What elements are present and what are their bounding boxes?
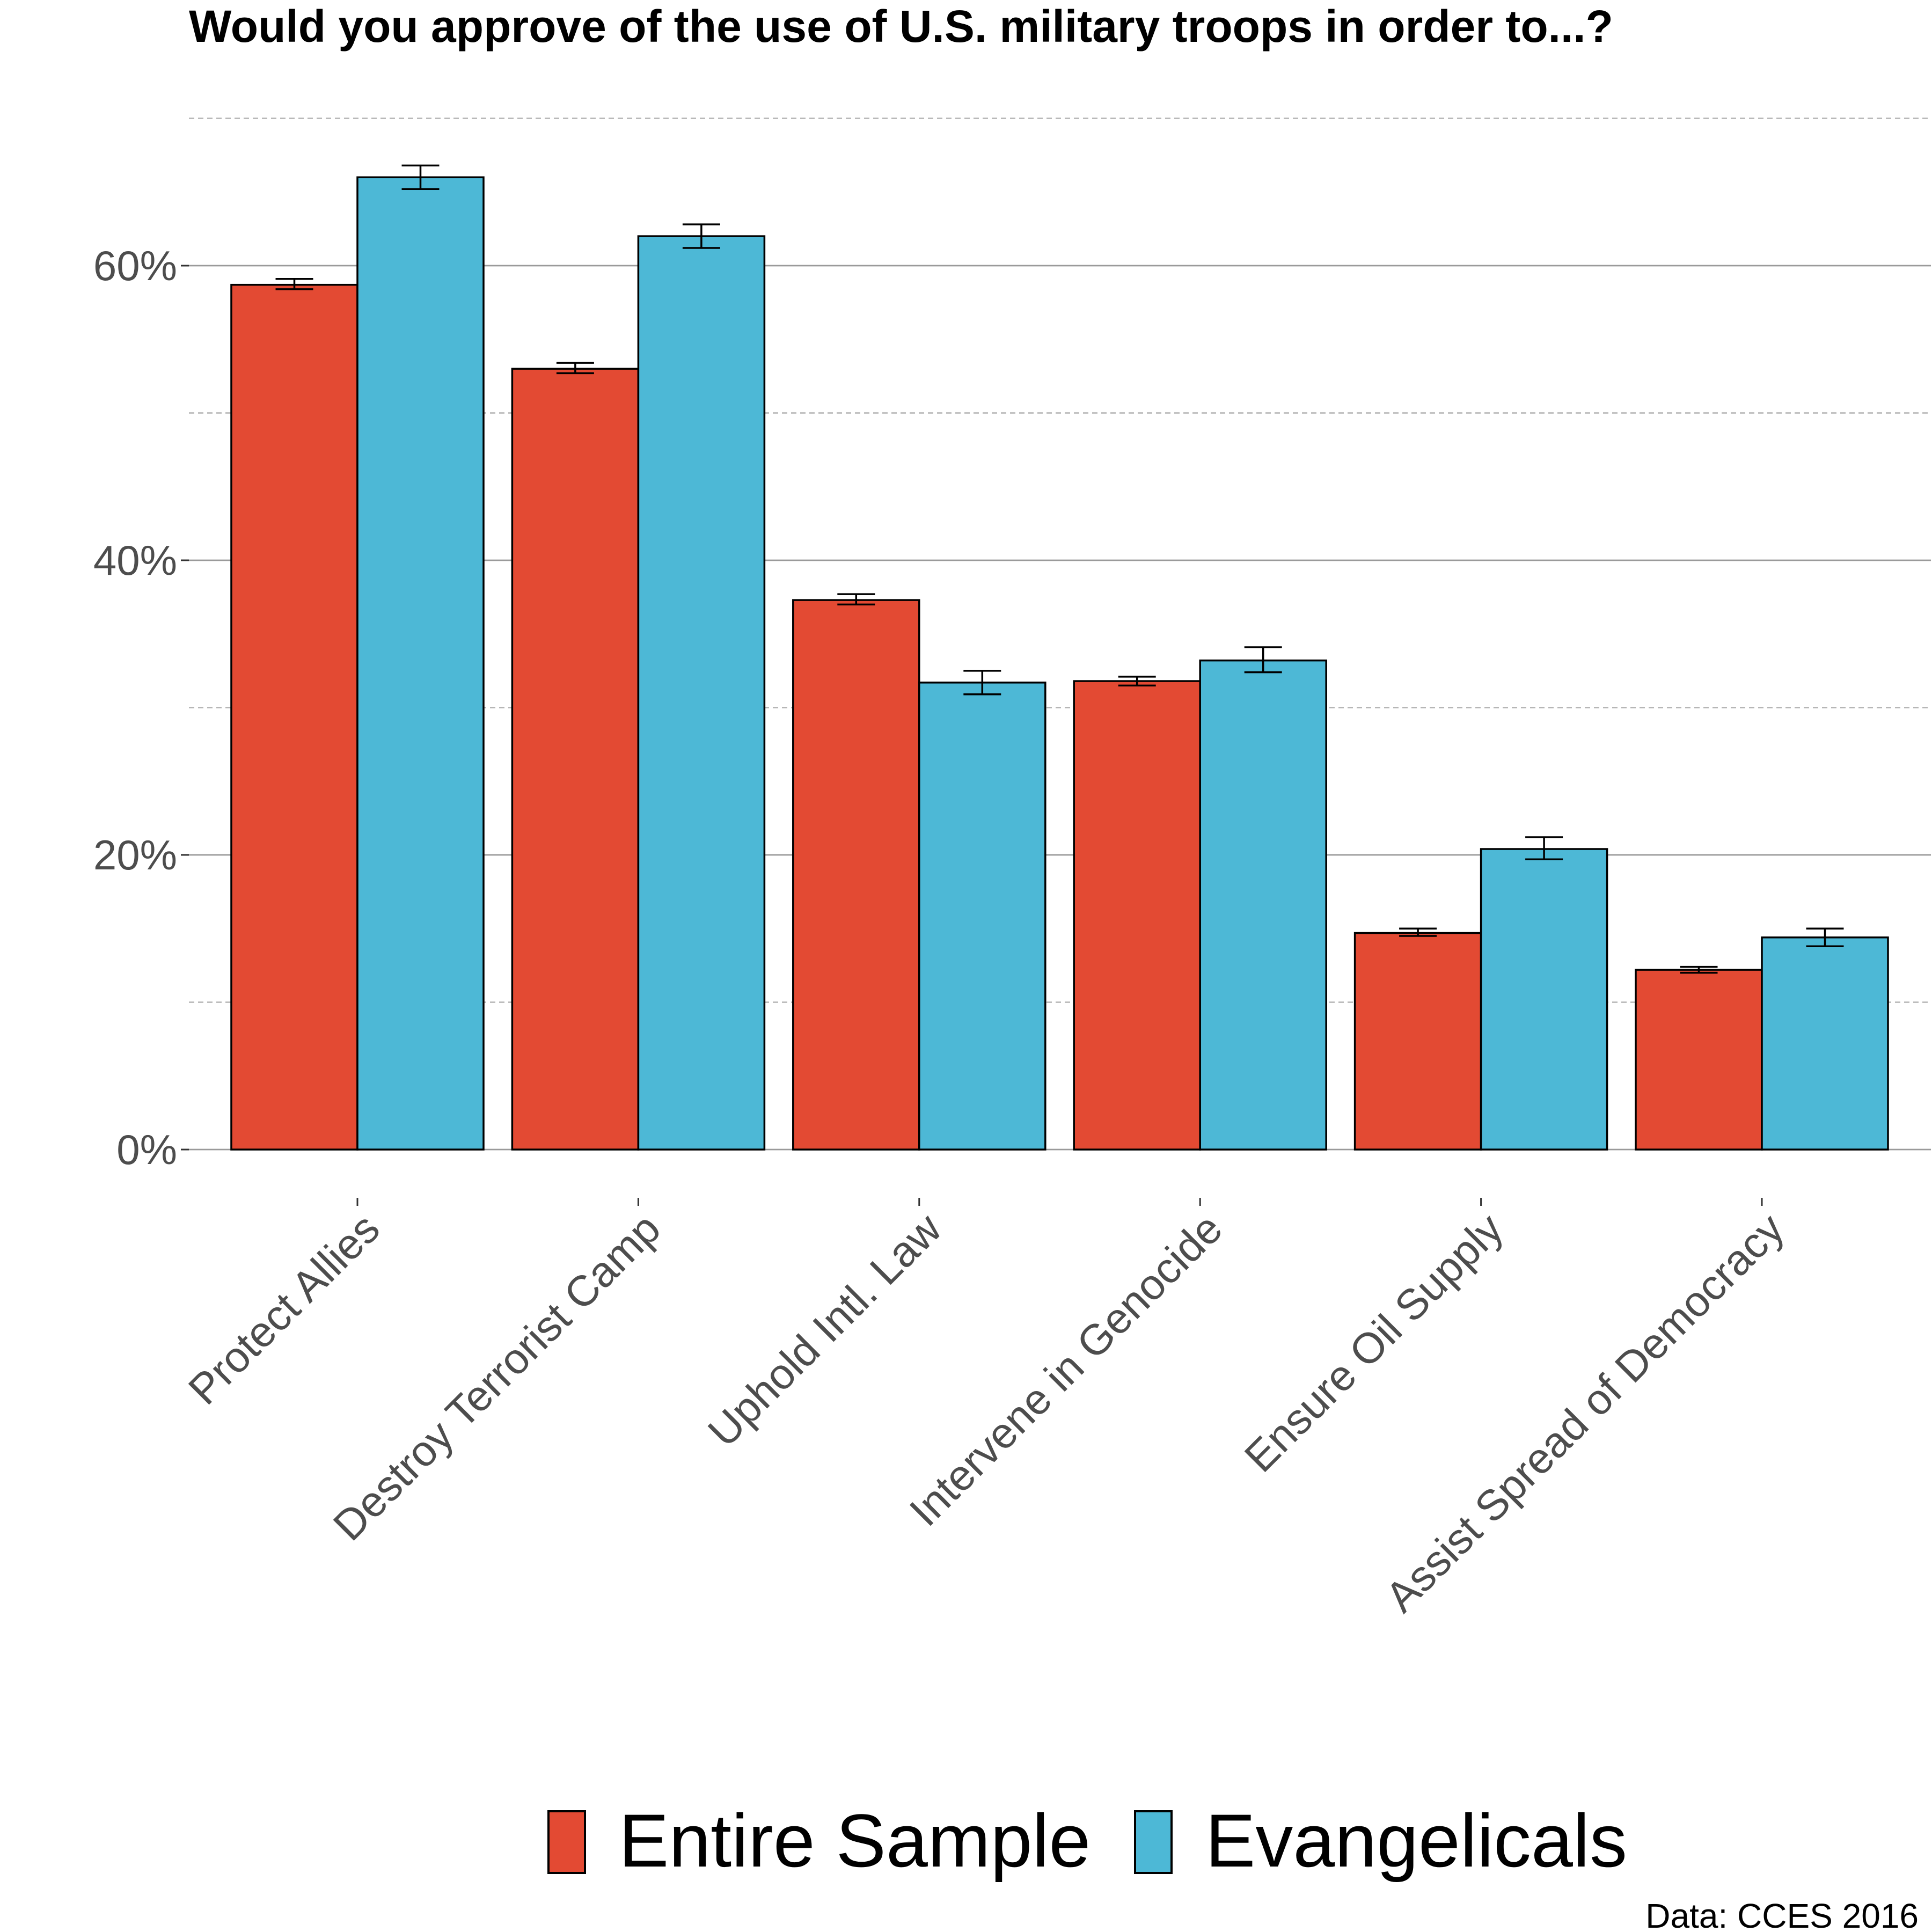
legend-key-entire-sample	[548, 1811, 585, 1873]
chart-caption: Data: CCES 2016	[1645, 1897, 1919, 1932]
x-tick-label: Destroy Terrorist Camp	[324, 1204, 669, 1549]
bar-evangelicals	[1200, 661, 1326, 1150]
legend-key-evangelicals	[1135, 1811, 1172, 1873]
bar-entire-sample	[793, 600, 919, 1150]
chart-title: Would you approve of the use of U.S. mil…	[189, 1, 1613, 52]
bar-entire-sample	[1355, 933, 1481, 1150]
legend-label: Evangelicals	[1205, 1798, 1627, 1883]
bar-evangelicals	[919, 683, 1045, 1150]
x-tick-label: Ensure Oil Supply	[1235, 1204, 1512, 1481]
legend-label: Entire Sample	[619, 1798, 1091, 1883]
legend: Entire Sample Evangelicals	[548, 1798, 1627, 1883]
x-tick-label: Protect Allies	[179, 1204, 389, 1414]
y-tick-label: 20%	[93, 831, 177, 879]
bar-entire-sample	[1636, 970, 1762, 1150]
bar-entire-sample	[231, 285, 357, 1150]
bar-evangelicals	[1481, 849, 1607, 1150]
bar-evangelicals	[357, 177, 484, 1150]
bar-evangelicals	[638, 236, 764, 1150]
bar-entire-sample	[1074, 681, 1200, 1150]
x-tick-label: Intervene in Genocide	[901, 1204, 1231, 1535]
bar-entire-sample	[512, 369, 638, 1150]
y-axis: 0% 20% 40% 60%	[93, 242, 189, 1173]
y-tick-label: 40%	[93, 537, 177, 584]
y-tick-label: 60%	[93, 242, 177, 289]
x-tick-label: Uphold Intl. Law	[699, 1204, 950, 1456]
y-tick-label: 0%	[116, 1126, 177, 1173]
bar-evangelicals	[1762, 938, 1888, 1150]
